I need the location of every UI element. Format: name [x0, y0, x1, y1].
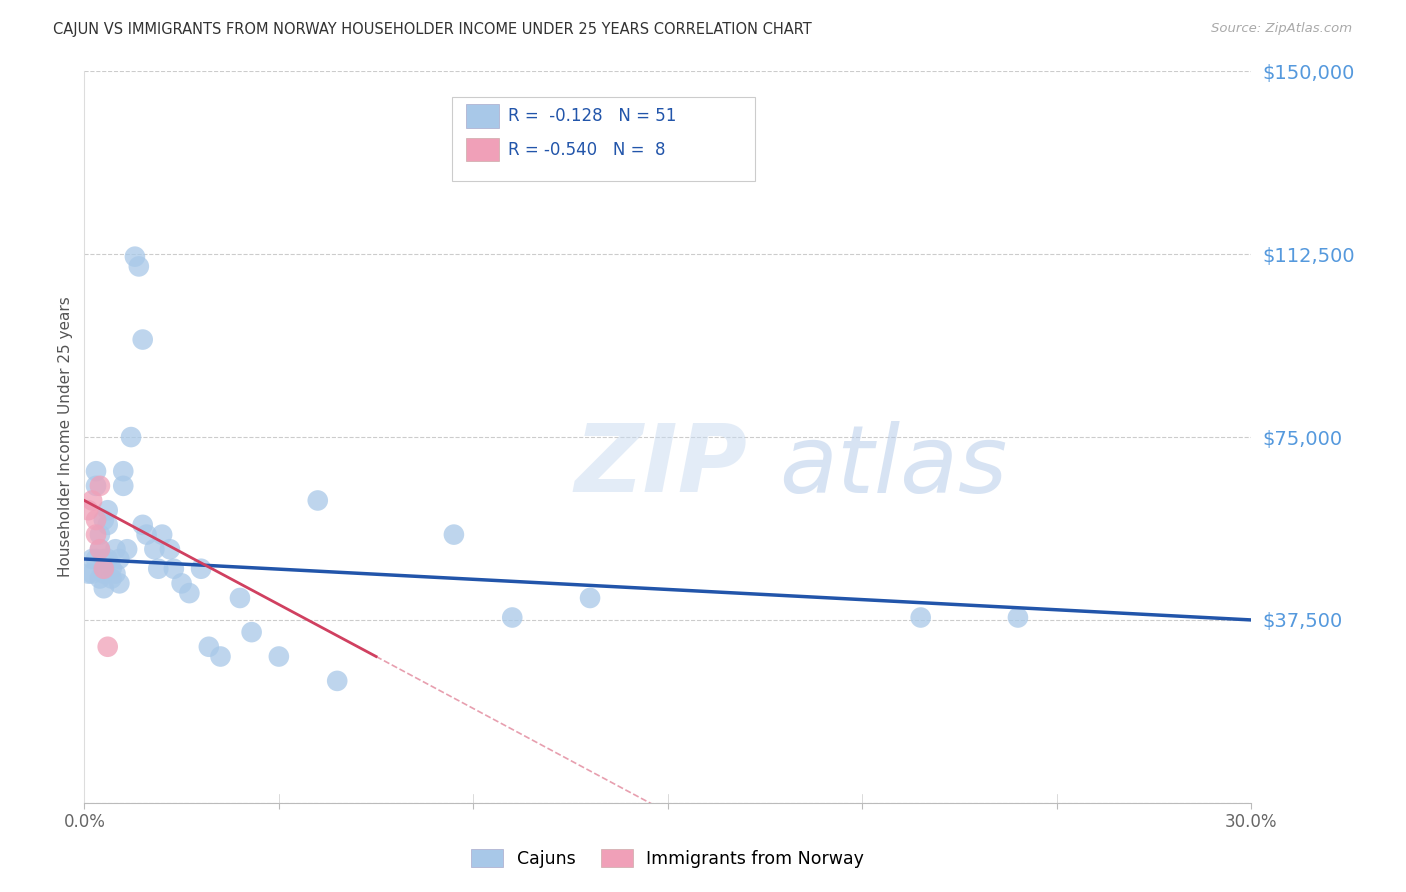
Point: [82, 493, 104, 508]
Point: [179, 586, 201, 600]
Point: [112, 479, 135, 493]
Text: atlas: atlas: [779, 421, 1007, 512]
Point: [132, 333, 155, 347]
Point: [77, 566, 100, 581]
Point: [326, 673, 349, 688]
Point: [307, 493, 329, 508]
Point: [93, 552, 115, 566]
Point: [1007, 610, 1029, 624]
FancyBboxPatch shape: [465, 138, 499, 161]
Legend: Cajuns, Immigrants from Norway: Cajuns, Immigrants from Norway: [464, 842, 872, 874]
Point: [93, 581, 115, 595]
Text: R = -0.540   N =  8: R = -0.540 N = 8: [508, 141, 665, 159]
Point: [82, 566, 104, 581]
Point: [108, 576, 131, 591]
Point: [89, 542, 111, 557]
Point: [77, 503, 100, 517]
FancyBboxPatch shape: [451, 97, 755, 181]
Point: [97, 503, 120, 517]
Point: [84, 464, 107, 478]
Point: [579, 591, 602, 605]
Point: [89, 527, 111, 541]
Point: [124, 250, 146, 264]
Point: [443, 527, 465, 541]
Point: [170, 576, 193, 591]
Point: [240, 625, 263, 640]
Point: [104, 542, 127, 557]
Point: [267, 649, 290, 664]
Text: ZIP: ZIP: [575, 420, 748, 512]
Point: [97, 517, 120, 532]
Point: [97, 640, 120, 654]
Point: [93, 562, 115, 576]
Point: [97, 552, 120, 566]
Point: [84, 527, 107, 541]
Point: [198, 640, 221, 654]
Point: [89, 479, 111, 493]
Point: [128, 260, 150, 274]
Point: [209, 649, 232, 664]
Point: [93, 566, 115, 581]
Point: [159, 542, 181, 557]
Point: [93, 513, 115, 527]
Point: [89, 572, 111, 586]
Point: [104, 566, 127, 581]
Y-axis label: Householder Income Under 25 years: Householder Income Under 25 years: [58, 297, 73, 577]
Point: [163, 562, 186, 576]
Point: [150, 527, 173, 541]
Point: [84, 479, 107, 493]
Point: [108, 552, 131, 566]
Point: [148, 562, 170, 576]
Point: [100, 572, 122, 586]
Point: [100, 562, 122, 576]
Point: [910, 610, 932, 624]
Text: R =  -0.128   N = 51: R = -0.128 N = 51: [508, 107, 676, 125]
Point: [84, 513, 107, 527]
Point: [112, 464, 135, 478]
FancyBboxPatch shape: [465, 104, 499, 128]
Text: CAJUN VS IMMIGRANTS FROM NORWAY HOUSEHOLDER INCOME UNDER 25 YEARS CORRELATION CH: CAJUN VS IMMIGRANTS FROM NORWAY HOUSEHOL…: [53, 22, 813, 37]
Point: [132, 517, 155, 532]
Point: [82, 552, 104, 566]
Point: [501, 610, 523, 624]
Point: [84, 552, 107, 566]
Point: [115, 542, 138, 557]
Point: [143, 542, 166, 557]
Point: [135, 527, 157, 541]
Point: [190, 562, 212, 576]
Point: [229, 591, 252, 605]
Text: Source: ZipAtlas.com: Source: ZipAtlas.com: [1212, 22, 1353, 36]
Point: [120, 430, 142, 444]
Point: [89, 542, 111, 557]
